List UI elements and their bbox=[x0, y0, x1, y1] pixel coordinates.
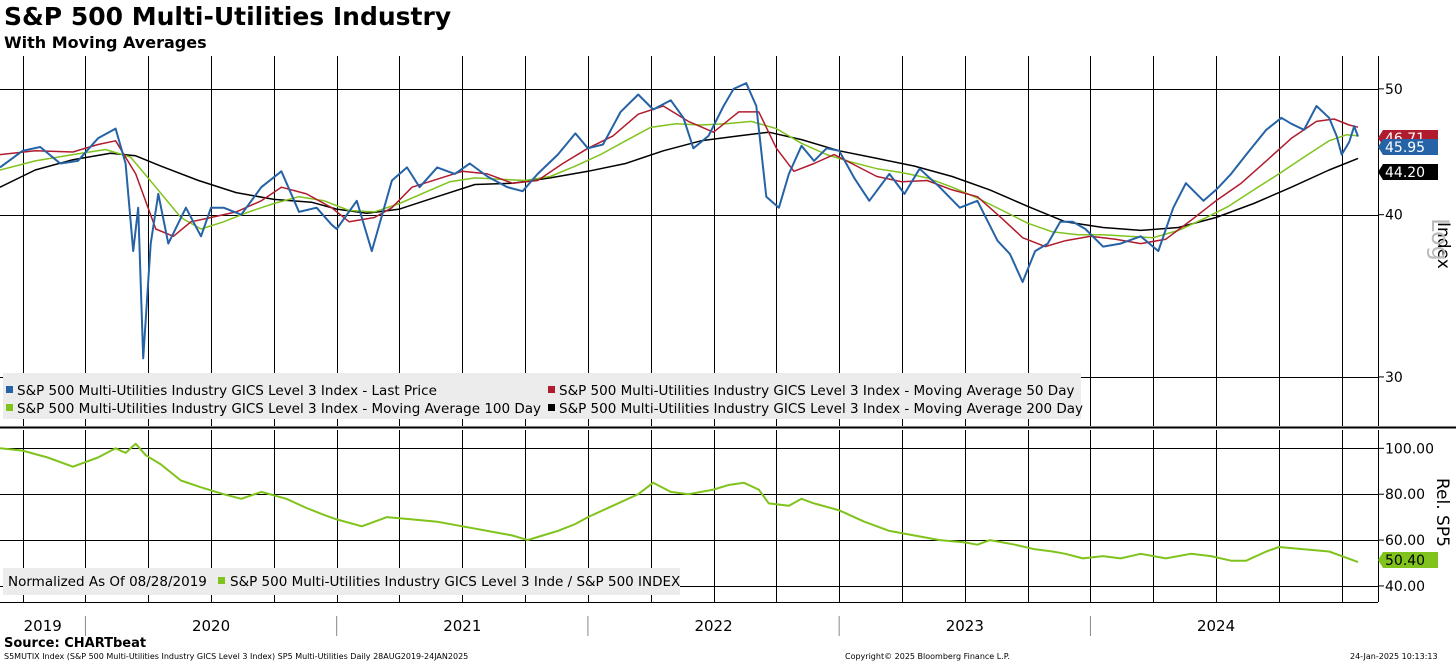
footer-timestamp: 24-Jan-2025 10:13:13 bbox=[1350, 652, 1438, 661]
y-tick-label-lower: 100.00 bbox=[1385, 441, 1434, 457]
x-year-label: 2021 bbox=[443, 617, 481, 635]
lower-legend-bg bbox=[3, 568, 680, 595]
legend-ma50: S&P 500 Multi-Utilities Industry GICS Le… bbox=[559, 383, 1074, 399]
x-year-label: 2023 bbox=[946, 617, 984, 635]
legend-swatch-last-price bbox=[6, 386, 13, 393]
legend-swatch-ma100 bbox=[6, 404, 13, 411]
end-label-ma200-tag bbox=[1378, 164, 1438, 180]
lower-axis-title: Rel. SP5 bbox=[1432, 478, 1452, 547]
x-year-label: 2019 bbox=[24, 617, 62, 635]
legend-last-price: S&P 500 Multi-Utilities Industry GICS Le… bbox=[17, 383, 437, 399]
series-line-ma200 bbox=[0, 131, 1359, 232]
legend-rel: S&P 500 Multi-Utilities Industry GICS Le… bbox=[230, 574, 680, 590]
legend-ma200: S&P 500 Multi-Utilities Industry GICS Le… bbox=[559, 401, 1083, 417]
chart-canvas: 30 40 50 40.00 60.00 80.00 100.00 2019 2020 2021… bbox=[0, 56, 1456, 636]
legend-ma100: S&P 500 Multi-Utilities Industry GICS Le… bbox=[17, 401, 541, 417]
end-label-ma200: 44.20 bbox=[1385, 165, 1425, 181]
y-tick-label-upper: 40 bbox=[1385, 208, 1403, 224]
footer-copyright: Copyright© 2025 Bloomberg Finance L.P. bbox=[845, 652, 1010, 661]
lower-panel-series bbox=[0, 442, 1359, 564]
series-line-ma50 bbox=[0, 105, 1359, 248]
chart-subtitle: With Moving Averages bbox=[4, 33, 207, 52]
y-tick-label-lower: 40.00 bbox=[1385, 579, 1425, 595]
legend-swatch-ma50 bbox=[548, 386, 555, 393]
end-label-rel: 50.40 bbox=[1385, 553, 1425, 569]
series-line-last-price bbox=[0, 82, 1359, 360]
log-scale-label: Log bbox=[1426, 218, 1454, 261]
x-year-label: 2020 bbox=[192, 617, 230, 635]
x-year-label: 2022 bbox=[694, 617, 732, 635]
series-line-rel bbox=[0, 442, 1359, 564]
y-axis-ticks: 30 40 50 40.00 60.00 80.00 100.00 bbox=[1378, 82, 1434, 595]
upper-panel-series bbox=[0, 82, 1359, 360]
end-label-rel-tag bbox=[1378, 552, 1438, 568]
series-line-ma100 bbox=[0, 120, 1359, 239]
end-label-last-price-tag bbox=[1378, 139, 1438, 155]
x-axis-year-labels: 2019 2020 2021 2022 2023 2024 bbox=[24, 616, 1235, 636]
panel-borders bbox=[0, 56, 1456, 603]
upper-legend-bg bbox=[3, 373, 1081, 419]
x-year-label: 2024 bbox=[1197, 617, 1235, 635]
y-tick-label-upper: 50 bbox=[1385, 82, 1403, 98]
legend-normalized-note: Normalized As Of 08/28/2019 bbox=[8, 574, 207, 590]
source-note: Source: CHARTbeat bbox=[4, 636, 147, 651]
legend-swatch-ma200 bbox=[548, 404, 555, 411]
upper-axis-title: Index bbox=[1433, 222, 1453, 269]
upper-legend: S&P 500 Multi-Utilities Industry GICS Le… bbox=[3, 373, 1083, 419]
lower-legend: Normalized As Of 08/28/2019 S&P 500 Mult… bbox=[3, 568, 680, 595]
footer-ticker-line: S5MUTIX Index (S&P 500 Multi-Utilities I… bbox=[4, 652, 469, 661]
end-label-last-price: 45.95 bbox=[1385, 140, 1425, 156]
y-tick-label-lower: 80.00 bbox=[1385, 487, 1425, 503]
chart-title: S&P 500 Multi-Utilities Industry bbox=[4, 2, 452, 31]
y-tick-label-lower: 60.00 bbox=[1385, 533, 1425, 549]
y-tick-label-upper: 30 bbox=[1385, 370, 1403, 386]
legend-swatch-rel bbox=[218, 577, 225, 584]
